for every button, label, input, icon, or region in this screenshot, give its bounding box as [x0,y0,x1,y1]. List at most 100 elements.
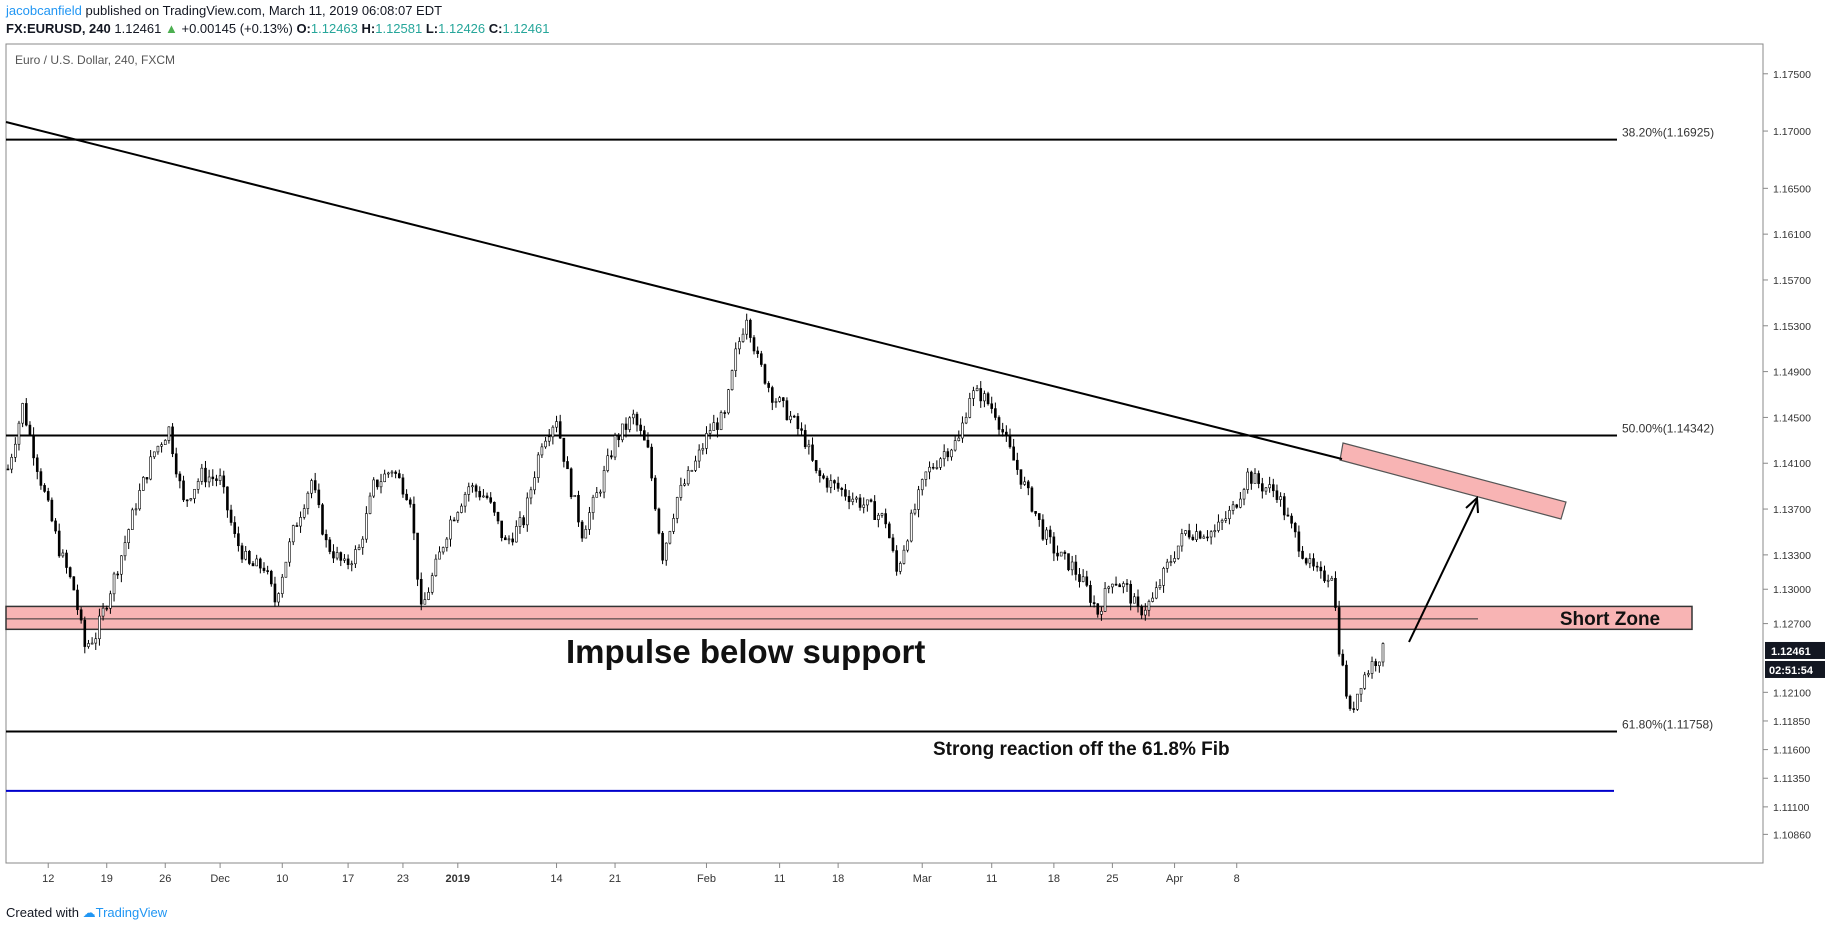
candle-body [299,517,302,527]
candle-body [979,388,983,402]
trendline-layer[interactable] [5,121,1343,460]
candle-body [131,509,134,530]
candle-body [142,477,145,491]
candle-body [1209,531,1213,538]
candle-body [335,552,339,559]
candle-body [1330,577,1334,581]
candle-body [895,550,898,572]
candle-body [745,319,749,335]
candle-body [1140,606,1143,616]
candle-body [814,460,818,471]
candle-body [708,430,712,434]
candle-body [321,504,324,535]
candle-body [1326,579,1330,582]
candle-body [68,567,72,578]
candle-body [727,389,730,414]
candle-body [1293,522,1297,533]
candle-body [1315,565,1319,568]
projection-arrow [1408,499,1478,643]
candle-body [1125,583,1129,585]
candle-body [749,319,752,338]
candle-body [902,549,906,564]
candle-body [163,440,167,445]
brand-link[interactable]: TradingView [95,905,168,920]
candle-body [427,591,430,600]
candle-body [1037,513,1041,520]
candle-body [913,509,917,514]
candle-body [101,607,105,617]
candle-body [1118,584,1122,588]
candle-body [515,526,518,543]
candle-body [1114,583,1118,586]
candle-body [259,558,262,569]
candle-body [536,454,540,478]
candle-body [196,481,200,490]
candle-body [657,508,661,534]
candle-body [705,433,708,449]
low-value: 1.12426 [438,21,486,36]
candle-body [672,518,675,532]
candle-body [57,530,61,557]
candle-body [1045,529,1048,540]
candle-body [664,542,668,561]
candle-body [357,547,361,550]
price-axis[interactable]: 1.17500 1.17000 1.16500 1.16100 1.15700 1.153… [1763,69,1825,842]
x-tick-label: 2019 [446,873,470,885]
low-label: L: [425,21,439,36]
descending-trendline [5,121,1343,460]
candle-body [1158,585,1162,589]
candle-body [149,456,152,480]
candle-body [606,455,610,471]
last-price: 1.12461 [114,21,162,36]
y-tick-label: 1.15300 [1773,321,1811,333]
candle-body [493,501,496,513]
candle-body [1067,553,1070,571]
tradingview-logo-icon[interactable]: ☁ [82,905,96,920]
x-tick-label: 10 [276,873,288,885]
candle-body [14,443,17,458]
candle-body [906,540,909,551]
candle-body [1282,496,1286,516]
candle-body [884,513,887,525]
candle-body [1228,510,1231,520]
time-axis[interactable]: 12 19 26 Dec 10 17 23 2019 14 21 Feb 11 18 Mar 11 18 25 A… [42,863,1240,885]
candle-body [185,499,189,502]
candle-body [950,449,953,458]
candle-body [24,403,28,426]
candle-body [730,370,734,390]
candle-body [251,563,255,567]
candle-body [339,552,343,561]
candle-body [1337,607,1341,655]
candle-body [650,446,653,479]
candle-body [1198,531,1202,539]
candle-body [127,529,130,543]
author-link[interactable]: jacobcanfield [6,3,82,18]
candle-body [255,558,258,567]
candle-body [569,468,573,498]
candle-body [778,397,781,402]
candle-body [1154,587,1158,599]
candle-body [1063,551,1067,554]
candle-body [1107,586,1111,589]
candle-body [1173,558,1176,562]
candle-body [182,480,185,501]
candle-body [1081,576,1085,582]
candle-body [1319,566,1323,572]
candle-body [580,521,584,539]
candle-body [807,444,811,448]
candle-body [891,537,895,551]
candle-body [679,484,683,498]
candle-body [1264,487,1268,492]
candle-body [558,421,562,439]
candle-body [1074,561,1078,575]
arrow-head-icon [1465,495,1479,514]
y-tick-label: 1.11350 [1773,773,1810,785]
candle-body [803,430,807,448]
candle-body [237,533,240,547]
candle-body [288,541,291,563]
y-tick-label: 1.12100 [1773,687,1811,699]
candle-body [277,593,280,603]
candle-body [712,422,716,431]
up-triangle-icon: ▲ [165,21,178,36]
